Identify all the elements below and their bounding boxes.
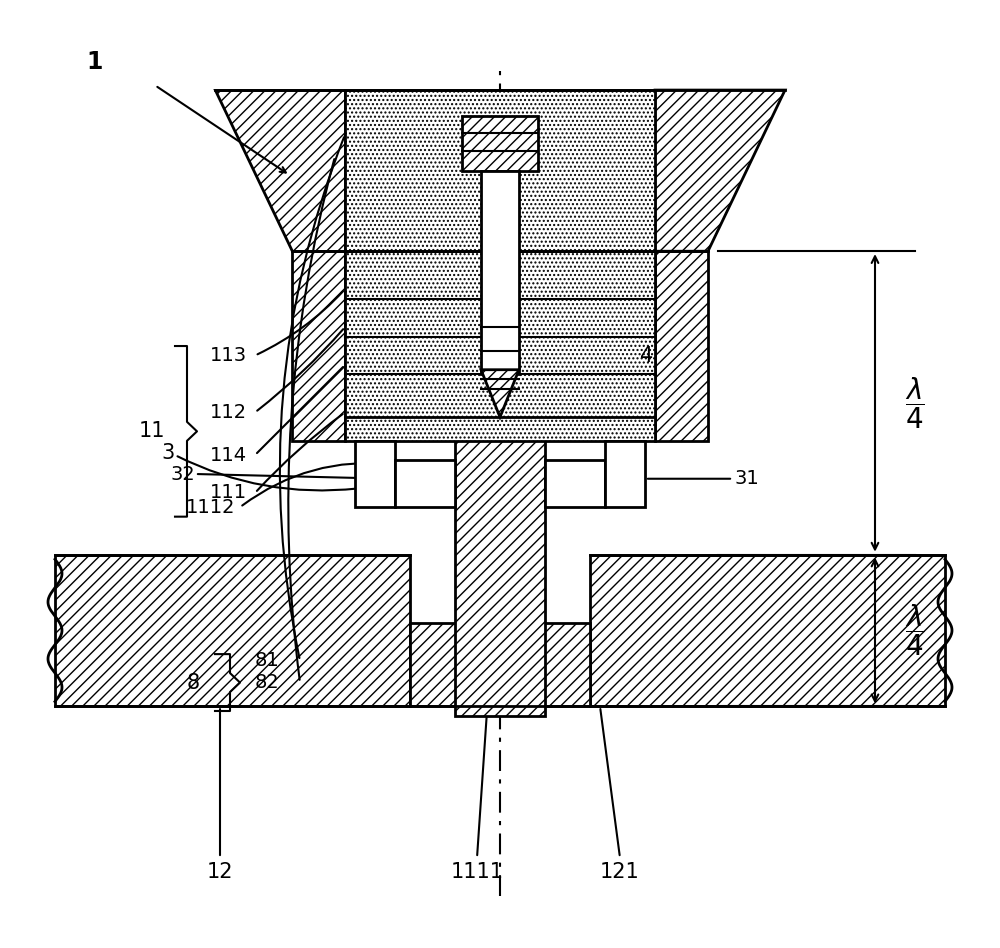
Text: 8: 8 [187,672,200,693]
Polygon shape [345,251,655,441]
Bar [590,555,945,706]
Text: 1: 1 [87,49,103,74]
Text: 11: 11 [138,421,165,442]
Text: 82: 82 [255,673,280,692]
Bar [481,171,519,374]
Text: 112: 112 [210,403,247,422]
Text: 81: 81 [255,651,280,670]
Polygon shape [292,251,345,441]
Bar [462,116,538,171]
Polygon shape [215,90,345,251]
Bar [605,441,645,507]
Bar [55,555,410,706]
Bar [545,460,605,507]
Text: 31: 31 [735,469,760,488]
Bar [355,441,395,507]
Text: 12: 12 [207,862,233,882]
Text: 1111: 1111 [450,862,504,882]
Text: 113: 113 [210,346,247,365]
Text: 114: 114 [210,446,247,465]
Bar [395,460,455,507]
Polygon shape [345,90,655,251]
Polygon shape [481,370,519,417]
Text: 121: 121 [600,862,640,882]
Bar [410,623,590,706]
Text: $\dfrac{\lambda}{4}$: $\dfrac{\lambda}{4}$ [905,603,925,658]
Text: 111: 111 [210,483,247,502]
Text: 3: 3 [162,443,175,464]
Text: 1112: 1112 [186,498,235,517]
Text: 32: 32 [170,465,195,483]
Text: $\dfrac{\lambda}{4}$: $\dfrac{\lambda}{4}$ [905,375,925,430]
Text: 4: 4 [640,345,653,366]
Polygon shape [655,90,785,251]
Polygon shape [655,251,708,441]
Bar [455,422,545,716]
